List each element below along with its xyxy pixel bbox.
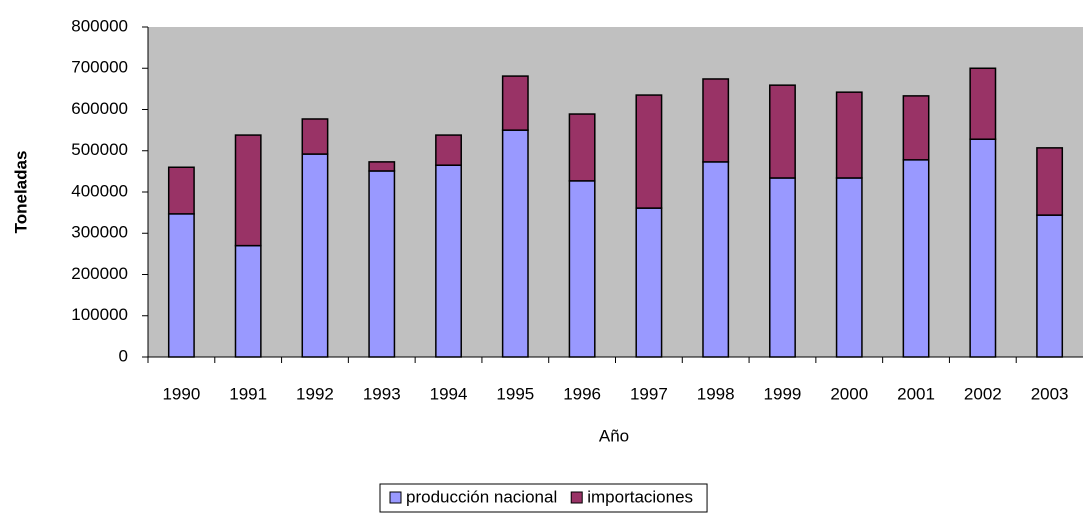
x-tick-label: 2001 [897, 384, 935, 403]
bar-segment [835, 177, 863, 358]
y-tick-label: 400000 [71, 181, 128, 200]
x-tick-label: 1999 [764, 384, 802, 403]
legend-label: importaciones [587, 487, 693, 506]
bar-segment [1036, 214, 1064, 358]
bar-segment [902, 159, 930, 358]
x-tick-label: 1992 [296, 384, 334, 403]
y-tick-label: 800000 [71, 16, 128, 35]
x-tick-label: 1997 [630, 384, 668, 403]
x-tick-label: 1995 [496, 384, 534, 403]
x-tick-label: 1996 [563, 384, 601, 403]
bar-segment [769, 177, 796, 358]
bar-segment [234, 244, 262, 358]
bar-segment [568, 180, 596, 358]
x-tick-label: 2003 [1031, 384, 1069, 403]
legend-swatch [389, 491, 402, 504]
bar-segment [835, 91, 863, 179]
x-tick-label: 1998 [697, 384, 735, 403]
bar-segment [902, 95, 930, 161]
bar-segment [435, 134, 462, 166]
bar-segment [769, 84, 796, 179]
bar-segment [635, 207, 663, 358]
bar-segment [702, 78, 730, 163]
bar-segment [635, 94, 663, 209]
bar-segment [969, 67, 997, 140]
y-tick-label: 600000 [71, 99, 128, 118]
bar-segment [702, 161, 730, 358]
bar-segment [368, 161, 396, 172]
x-tick-label: 1993 [363, 384, 401, 403]
bar-segment [501, 129, 529, 358]
y-tick-label: 200000 [71, 264, 128, 283]
y-axis-label: Toneladas [11, 151, 30, 234]
x-axis-label: Año [599, 426, 629, 445]
bar-segment [435, 164, 462, 358]
bar-segment [1036, 147, 1064, 216]
bar-segment [167, 213, 195, 358]
bar-segment [568, 113, 596, 182]
bar-segment [501, 75, 529, 131]
bar-segment [234, 134, 262, 247]
legend-swatch [570, 491, 583, 504]
y-tick-label: 300000 [71, 223, 128, 242]
y-tick-label: 0 [119, 346, 128, 365]
legend-label: producción nacional [406, 487, 557, 506]
x-tick-label: 1994 [430, 384, 468, 403]
y-tick-label: 100000 [71, 305, 128, 324]
bar-segment [368, 170, 396, 358]
bar-segment [301, 118, 329, 155]
legend-box [379, 483, 708, 513]
bar-segment [167, 166, 195, 215]
plot-area [148, 27, 1083, 357]
bar-segment [969, 138, 997, 358]
y-tick-label: 700000 [71, 58, 128, 77]
x-tick-label: 1991 [229, 384, 267, 403]
y-tick-label: 500000 [71, 140, 128, 159]
x-tick-label: 2000 [830, 384, 868, 403]
x-tick-label: 2002 [964, 384, 1002, 403]
x-tick-label: 1990 [162, 384, 200, 403]
bar-segment [301, 153, 329, 358]
